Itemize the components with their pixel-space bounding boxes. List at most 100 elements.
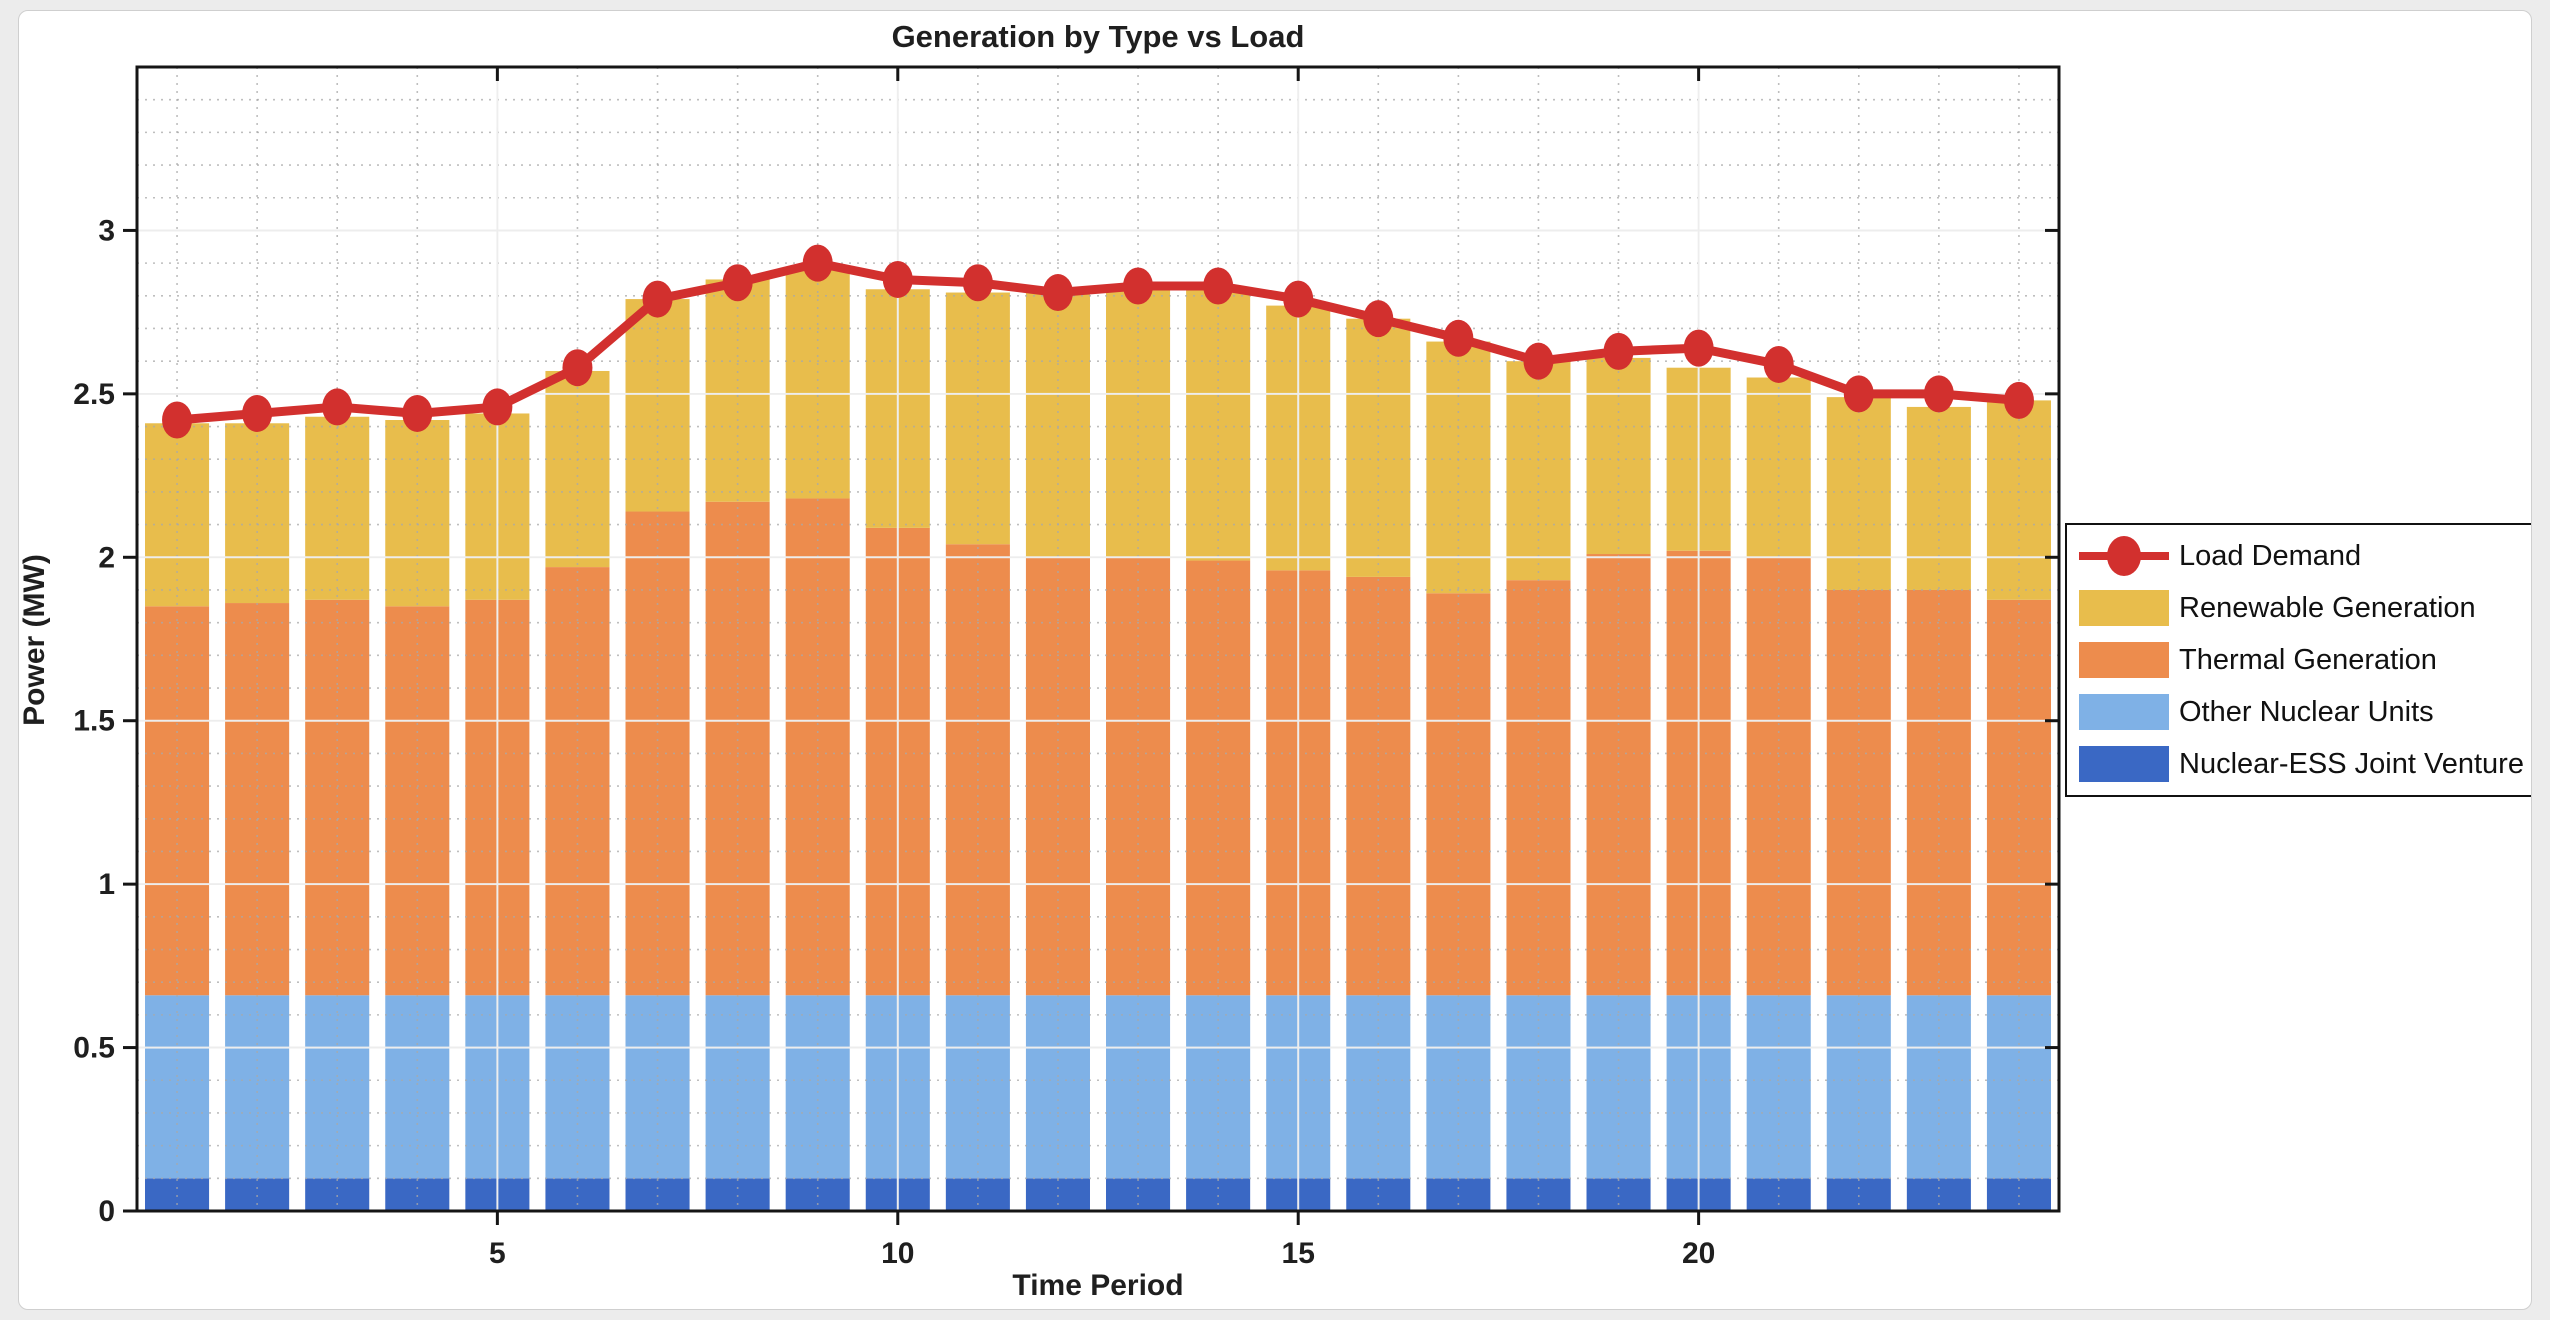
bar-segment [1025,292,1090,558]
load-demand-marker [962,264,993,302]
load-demand-marker [562,349,593,387]
legend-line-marker-icon [2079,536,2169,576]
load-demand-marker [482,388,513,426]
legend-item-load-demand: Load Demand [2067,536,2531,576]
bar-segment [1025,995,1090,1179]
bar-segment [1106,995,1171,1179]
bar-segment [705,1178,770,1211]
y-tick-label: 2 [98,541,115,574]
load-demand-marker [1603,332,1634,370]
bar-segment [1106,289,1171,558]
bar-segment [545,995,610,1179]
load-demand-marker [1683,329,1714,367]
bar-segment [1586,1178,1651,1211]
axis-box [135,65,2061,1213]
bar-segment [1186,289,1251,561]
legend-patch-icon [2079,694,2169,730]
bar-segment [1025,557,1090,996]
bar-segment [1186,995,1251,1179]
bar-segment [1506,1178,1571,1211]
bar-segment [785,498,850,996]
bar-segment [1506,361,1571,581]
bar-segment [385,1178,450,1211]
legend-label: Load Demand [2179,539,2362,572]
bar-segment [1106,557,1171,996]
bar-segment [1826,589,1891,996]
bar-segment [545,370,610,568]
load-demand-marker [1843,375,1874,413]
bar-segment [145,423,210,607]
load-demand-marker [1203,267,1234,305]
bar-segment [1186,1178,1251,1211]
legend-label: Other Nuclear Units [2179,695,2434,728]
load-demand-marker [1123,267,1154,305]
bar-segment [945,995,1010,1179]
bar-segment [1426,995,1491,1179]
load-demand-marker [1363,300,1394,338]
y-tick-label: 0.5 [73,1032,115,1065]
bar-segment [1986,1178,2051,1211]
bar-segment [1906,406,1971,590]
bar-segment [1426,593,1491,996]
bar-segment [305,995,370,1179]
bar-segment [625,1178,690,1211]
legend-item-other-nuclear-units: Other Nuclear Units [2067,693,2531,731]
bar-segment [1586,995,1651,1179]
load-demand-marker [642,280,673,318]
load-demand-marker [1042,274,1073,312]
bar-segment [1826,995,1891,1179]
legend-label: Renewable Generation [2179,591,2476,624]
bar-segment [225,423,290,604]
chart-plot-area: 0 0.5 1 1.5 2 2.5 3 5 10 15 20 [73,65,2061,1270]
load-demand-line [172,258,2024,425]
y-tick-label: 0 [98,1195,115,1228]
y-tick-label: 3 [98,214,115,247]
load-demand-marker [722,264,753,302]
load-demand-marker [1523,342,1554,380]
bar-segment [225,1178,290,1211]
x-tick-label: 15 [1282,1237,1315,1270]
legend-patch-icon [2079,590,2169,626]
load-demand-marker [322,388,353,426]
x-tick-label: 10 [881,1237,914,1270]
bar-segment [145,1178,210,1211]
bar-segment [1025,1178,1090,1211]
chart-title: Generation by Type vs Load [891,19,1305,54]
legend-item-nuclear-ess-joint-venture: Nuclear-ESS Joint Venture [2067,745,2531,783]
load-demand-marker [1763,345,1794,383]
load-demand-marker [1443,319,1474,357]
load-demand-marker [1923,375,1954,413]
bar-segment [385,420,450,607]
bar-segment [1746,1178,1811,1211]
bar-segment [385,606,450,996]
legend-item-thermal-generation: Thermal Generation [2067,641,2531,679]
legend-color-patch-icon [2079,641,2169,679]
legend-patch-icon [2079,746,2169,782]
bar-segment [225,603,290,996]
legend-color-patch-icon [2079,693,2169,731]
load-demand-marker [1283,280,1314,318]
bar-segment [1426,1178,1491,1211]
legend-item-renewable-generation: Renewable Generation [2067,589,2531,627]
bar-segment [1346,318,1411,577]
bar-segment [705,995,770,1179]
figure-card: Generation by Type vs Load Power (MW) Ti… [18,10,2532,1310]
bar-segment [1826,1178,1891,1211]
bar-segment [1906,995,1971,1179]
bar-segment [1986,995,2051,1179]
bar-segment [785,1178,850,1211]
bar-segment [225,995,290,1179]
y-tick-label: 2.5 [73,378,115,411]
bar-segment [625,995,690,1179]
bar-segment [545,1178,610,1211]
legend-patch-icon [2079,642,2169,678]
legend-label: Thermal Generation [2179,643,2437,676]
bar-segment [1346,995,1411,1179]
legend-color-patch-icon [2079,745,2169,783]
bar-segment [945,292,1010,545]
x-axis-label: Time Period [1012,1269,1184,1302]
load-demand-marker [882,260,913,298]
x-tick-label: 20 [1682,1237,1715,1270]
bar-segment [1746,557,1811,996]
